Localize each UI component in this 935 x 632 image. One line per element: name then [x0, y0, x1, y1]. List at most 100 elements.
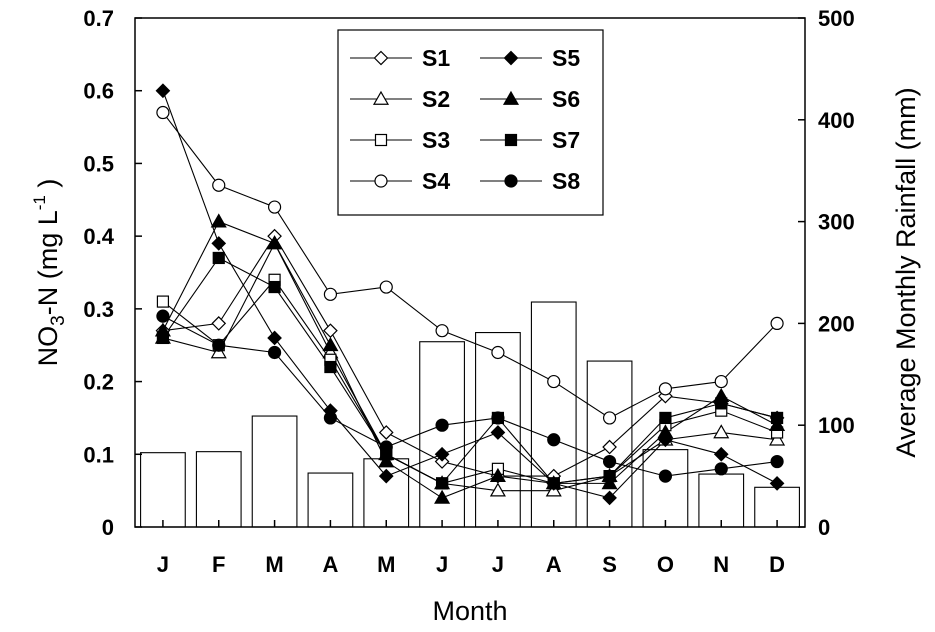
data-point-square [435, 477, 449, 490]
data-point-square [156, 331, 170, 345]
series-markers [154, 83, 786, 506]
data-point-circle [379, 280, 393, 294]
y-axis-title-suffix: ) [33, 179, 63, 196]
data-point-triangle [489, 467, 506, 482]
series-lines [162, 90, 778, 499]
rainfall-bar [195, 451, 242, 528]
y2-tick-label: 500 [818, 6, 855, 31]
data-point-triangle [489, 482, 506, 497]
data-point-diamond [490, 425, 506, 440]
series-line-S4 [162, 112, 778, 419]
x-tick-label: J [157, 552, 169, 577]
data-point-diamond [211, 316, 227, 331]
data-point-triangle [769, 416, 786, 432]
data-point-circle [267, 345, 282, 360]
plot-frame [134, 17, 806, 528]
series-line-S7 [162, 257, 778, 485]
data-point-triangle [266, 235, 283, 250]
data-point-circle [770, 316, 784, 330]
data-point-circle [212, 178, 226, 192]
data-point-circle [156, 105, 170, 120]
legend-label: S8 [552, 168, 580, 194]
data-point-circle [323, 287, 338, 301]
y2-tick-label: 100 [818, 413, 855, 438]
data-point-square [324, 360, 337, 374]
data-point-circle [379, 440, 393, 454]
series-line-S3 [162, 278, 778, 484]
x-tick-label: J [436, 552, 448, 577]
legend-label: S7 [552, 127, 580, 153]
data-point-triangle [713, 424, 730, 439]
series-line-S8 [162, 315, 778, 477]
legend-label: S6 [552, 86, 580, 112]
legend: S1 S2 S3 S4 S5 S6 S7 S8 [337, 29, 604, 216]
data-point-circle [212, 338, 226, 352]
y-axis-title: NO3-N (mg L-1 ) [30, 179, 69, 367]
axes: 0 0.1 0.2 0.3 0.4 0.5 0.6 0.7 0 100 200 300 400 500 J F… [83, 6, 854, 577]
y-tick-label: 0.1 [83, 442, 114, 467]
rainfall-bar [140, 452, 186, 528]
y-axis-title-prefix: NO [33, 326, 63, 367]
data-point-triangle [322, 337, 339, 352]
data-point-diamond [378, 468, 394, 484]
y-axis-title-sub: 3 [48, 315, 69, 326]
y2-tick-label: 0 [818, 515, 830, 540]
y-axis-title-sup: -1 [30, 195, 49, 210]
y-tick-label: 0.7 [83, 6, 114, 31]
x-tick-label: N [713, 552, 729, 577]
data-point-circle [504, 174, 518, 188]
data-point-triangle [502, 90, 520, 105]
series-line-S6 [162, 220, 778, 499]
y2-axis-title: Average Monthly Rainfall (mm) [891, 87, 921, 457]
data-point-diamond [434, 446, 450, 462]
data-point-circle [491, 345, 505, 360]
x-tick-label: M [265, 552, 283, 577]
y2-tick-label: 200 [818, 311, 855, 336]
data-point-triangle [657, 424, 674, 439]
data-point-circle [658, 469, 673, 483]
data-point-circle [547, 374, 561, 389]
legend-label: S3 [422, 127, 450, 153]
data-point-diamond [602, 439, 617, 455]
data-point-circle [323, 411, 338, 425]
data-point-square [603, 470, 616, 483]
y-tick-label: 0.4 [83, 224, 114, 249]
rainfall-bar [307, 472, 354, 528]
data-point-diamond [503, 50, 519, 66]
x-tick-label: O [657, 552, 674, 577]
x-axis-title: Month [432, 596, 507, 626]
data-point-triangle [210, 213, 227, 228]
legend-label: S2 [422, 86, 450, 112]
rainfall-bar [642, 449, 689, 528]
data-point-circle [435, 324, 449, 338]
data-point-diamond [323, 323, 338, 339]
data-point-circle [374, 174, 388, 188]
data-point-circle [602, 411, 617, 425]
data-point-diamond [211, 236, 227, 251]
data-point-circle [435, 418, 449, 432]
data-point-triangle [372, 90, 390, 105]
y-tick-label: 0 [102, 515, 114, 540]
data-point-diamond [769, 476, 785, 491]
x-tick-label: F [212, 552, 225, 577]
data-point-diamond [267, 330, 282, 346]
data-point-square [268, 280, 281, 294]
data-point-circle [770, 454, 784, 469]
rainfall-bars [140, 301, 800, 528]
data-point-square [715, 397, 728, 410]
data-point-circle [156, 309, 170, 323]
data-point-square [504, 133, 518, 147]
y-tick-label: 0.3 [83, 297, 114, 322]
x-tick-label: S [602, 552, 617, 577]
data-point-circle [267, 200, 282, 214]
y-tick-label: 0.5 [83, 151, 114, 176]
series-line-S1 [162, 235, 778, 477]
legend-label: S1 [422, 45, 450, 71]
data-point-circle [491, 411, 505, 425]
data-point-circle [714, 462, 728, 476]
legend-label: S4 [422, 168, 450, 194]
data-point-square [212, 251, 225, 265]
y2-tick-label: 300 [818, 210, 855, 235]
data-point-square [374, 133, 388, 147]
data-point-triangle [769, 431, 786, 446]
